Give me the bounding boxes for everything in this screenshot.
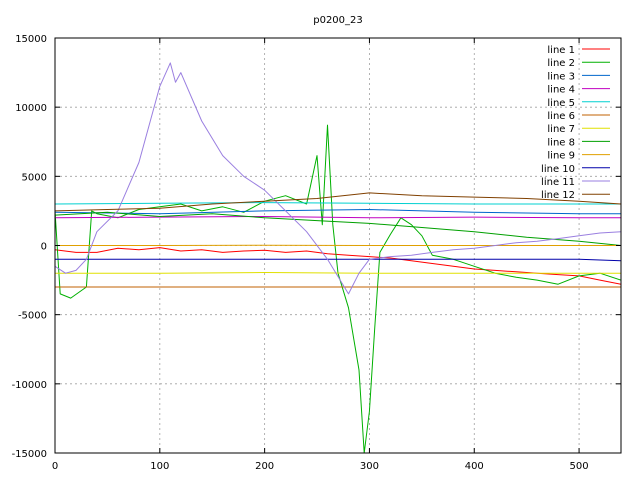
legend-label: line 10 bbox=[541, 164, 575, 175]
series-line-5 bbox=[55, 202, 621, 205]
y-tick-label: 5000 bbox=[22, 172, 47, 183]
legend-label: line 4 bbox=[547, 85, 575, 96]
series-line-11 bbox=[55, 62, 621, 295]
legend-label: line 6 bbox=[547, 111, 575, 122]
legend-label: line 7 bbox=[547, 124, 575, 135]
legend-label: line 9 bbox=[547, 151, 575, 162]
y-tick-label: -10000 bbox=[12, 380, 47, 391]
x-tick-label: 0 bbox=[52, 461, 58, 472]
legend-label: line 5 bbox=[547, 98, 575, 109]
series-line-1 bbox=[55, 247, 621, 285]
y-tick-label: 15000 bbox=[15, 34, 47, 45]
series-line-8 bbox=[55, 211, 621, 246]
y-tick-label: 0 bbox=[41, 242, 47, 253]
y-axis: -15000 -10000 -5000 0 5000 10000 15000 bbox=[12, 34, 621, 460]
x-tick-label: 400 bbox=[465, 461, 484, 472]
series-line-12 bbox=[55, 192, 621, 212]
x-tick-label: 300 bbox=[360, 461, 379, 472]
legend-label: line 3 bbox=[547, 71, 575, 82]
series-line-7 bbox=[55, 272, 621, 274]
chart-title: p0200_23 bbox=[313, 15, 363, 26]
series-line-4 bbox=[55, 216, 621, 219]
x-tick-label: 200 bbox=[255, 461, 274, 472]
y-tick-label: -15000 bbox=[12, 449, 47, 460]
legend: line 1 line 2 line 3 line 4 line 5 line 6 line… bbox=[541, 45, 610, 201]
legend-label: line 12 bbox=[541, 190, 575, 201]
x-tick-label: 500 bbox=[570, 461, 589, 472]
series-layer bbox=[55, 62, 621, 453]
x-tick-label: 100 bbox=[150, 461, 169, 472]
legend-label: line 11 bbox=[541, 177, 575, 188]
series-line-10 bbox=[55, 258, 621, 262]
y-tick-label: 10000 bbox=[15, 103, 47, 114]
series-line-3 bbox=[55, 209, 621, 215]
series-line-2 bbox=[55, 124, 621, 453]
legend-label: line 1 bbox=[547, 45, 575, 56]
legend-label: line 2 bbox=[547, 58, 575, 69]
y-tick-label: -5000 bbox=[18, 311, 47, 322]
x-axis: 0 100 200 300 400 500 bbox=[52, 38, 589, 472]
legend-label: line 8 bbox=[547, 137, 575, 148]
